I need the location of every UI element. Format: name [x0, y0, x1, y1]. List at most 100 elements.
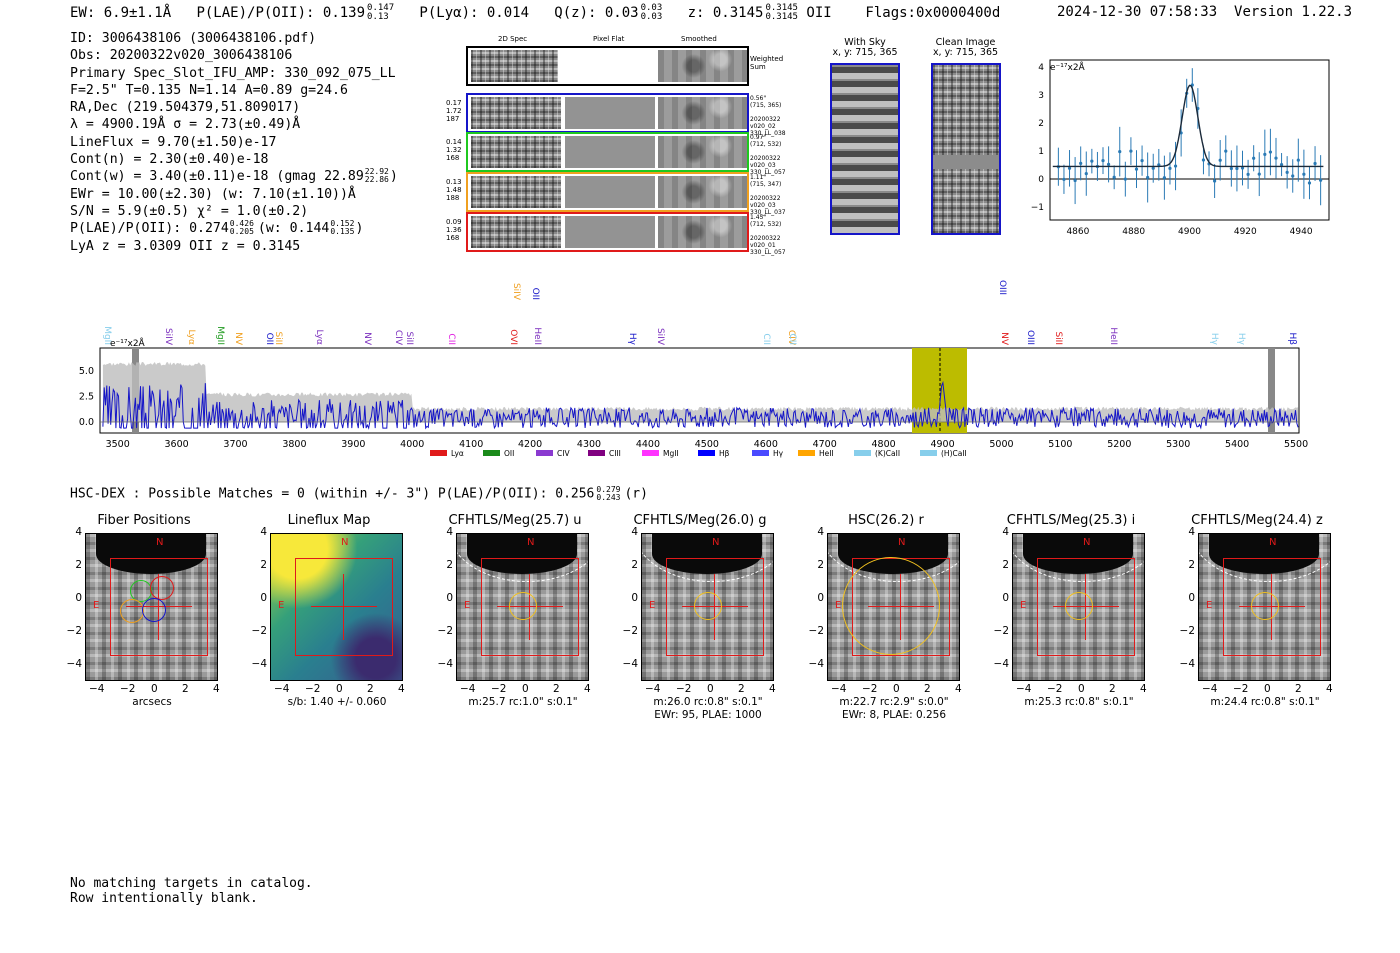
- line-label: CII: [446, 333, 456, 345]
- thumbnail-ytick: −4: [993, 658, 1009, 670]
- zoom-point: [1279, 162, 1284, 167]
- spec-row-left-label: 0.13 1.48 188: [446, 178, 462, 202]
- zoom-point: [1106, 162, 1111, 166]
- zoom-point: [1268, 150, 1273, 154]
- plae2-sub: 0.205: [229, 227, 254, 237]
- zoom-point: [1307, 181, 1312, 185]
- legend-swatch: [798, 450, 815, 456]
- plae-sub: 0.13: [367, 12, 389, 22]
- search-box: [110, 558, 208, 656]
- line-label: SiIV: [163, 328, 173, 346]
- zoom-ytick: 3: [1038, 91, 1044, 101]
- search-box: [295, 558, 393, 656]
- thumbnail-title: HSC(26.2) r: [848, 513, 924, 528]
- thumbnail-caption: s/b: 1.40 +/- 0.060: [263, 696, 411, 709]
- zoom-point: [1067, 166, 1072, 170]
- match-line: HSC-DEX : Possible Matches = 0 (within +…: [70, 486, 648, 502]
- thumbnail-xtick: −4: [645, 683, 661, 695]
- mask-right: [1268, 348, 1275, 433]
- zoom-ytick: 4: [1038, 63, 1044, 73]
- clean-title-block: Clean Image x, y: 715, 365: [928, 38, 1003, 58]
- zoom-point: [1213, 179, 1217, 183]
- zoom-point: [1246, 172, 1250, 176]
- line-label: MgII: [102, 326, 112, 345]
- zoom-point: [1079, 161, 1083, 165]
- search-box: [1037, 558, 1135, 656]
- spectrum-xtick: 3800: [282, 439, 306, 450]
- thumbnail-ytick: 0: [260, 592, 267, 604]
- spectrum-xtick: 4500: [695, 439, 719, 450]
- thumbnail-xtick: −4: [89, 683, 105, 695]
- info-sn: S/N = 5.9(±0.5) χ² = 1.0(±0.2): [70, 203, 309, 219]
- spectrum-xtick: 5500: [1284, 439, 1308, 450]
- full-spectrum: MgII SiIV Lyα MgII NV OII SiII Lyα NV CIV SiII CIIS…: [79, 280, 1309, 458]
- z-sub: 0.3145: [765, 12, 798, 22]
- spectrum-xticks: 3500 3600 3700 3800 3900 4000 4100 4200 4300 4400…: [106, 439, 1309, 450]
- east-label: E: [1020, 600, 1027, 611]
- line-label: CII: [761, 333, 771, 345]
- legend-label: OII: [504, 449, 514, 458]
- line-label: SiII: [1053, 331, 1063, 345]
- col-pixelflat: Pixel Flat: [593, 35, 625, 43]
- line-label: OII: [530, 288, 540, 300]
- thumbnail-caption-1: m:26.0 rc:0.8" s:0.1": [653, 696, 763, 708]
- thumbnail-xticks: −4 −2 0 2 4: [270, 683, 405, 695]
- line-label: Hγ: [1209, 333, 1219, 346]
- footer-line1: No matching targets in catalog.: [70, 876, 313, 891]
- spectrum-xtick: 4100: [459, 439, 483, 450]
- thumbnail-ytick: −2: [993, 625, 1009, 637]
- line-label: SiII: [273, 331, 283, 345]
- spectrum-xtick: 3500: [106, 439, 130, 450]
- thumbnail-ytick: 0: [1188, 592, 1195, 604]
- thumbnail-ytick: −4: [808, 658, 824, 670]
- plya-value: P(Lyα): 0.014: [419, 5, 529, 21]
- plae-sup: 0.147: [367, 3, 395, 13]
- zoom-point: [1224, 149, 1228, 153]
- spec-row-smooth: [658, 136, 747, 168]
- legend-label: CIII: [609, 449, 621, 458]
- thumbnail-xtick: −2: [676, 683, 692, 695]
- spec-row-flat: [565, 216, 655, 248]
- thumbnail-caption-1: m:24.4 rc:0.8" s:0.1": [1210, 696, 1320, 708]
- thumbnail-xtick: −4: [1016, 683, 1032, 695]
- zoom-point: [1118, 150, 1122, 154]
- thumbnail-xtick: 0: [707, 683, 714, 695]
- thumbnail-caption: m:25.3 rc:0.8" s:0.1": [1005, 696, 1153, 709]
- thumbnail-xticks: −4 −2 0 2 4: [641, 683, 776, 695]
- thumbnail-xtick: 2: [924, 683, 931, 695]
- thumbnail-ytick: 0: [1002, 592, 1009, 604]
- legend-swatch: [536, 450, 553, 456]
- spec-row-smooth: [658, 97, 747, 129]
- line-label: HeII: [532, 327, 542, 345]
- thumbnail-xtick: 4: [1140, 683, 1147, 695]
- thumbnail-caption-1: arcsecs: [132, 696, 172, 708]
- spectrum-xtick: 4000: [400, 439, 424, 450]
- thumbnail-ytick: −2: [808, 625, 824, 637]
- aperture-circle: [842, 557, 940, 655]
- zoom-point: [1263, 152, 1267, 156]
- fiber-blue: [142, 598, 166, 622]
- thumbnail-ytick: 4: [446, 526, 453, 538]
- spec-row-left-label: 0.14 1.32 168: [446, 138, 462, 162]
- thumbnail-title: Lineflux Map: [287, 513, 371, 528]
- thumbnail-title: CFHTLS/Meg(25.3) i: [1006, 513, 1136, 528]
- aperture-circle: [1251, 592, 1279, 620]
- info-contw: Cont(w) = 3.40(±0.11)e-18 (gmag 22.8922.…: [70, 168, 398, 185]
- thumbnail-xticks: −4 −2 0 2 4: [1198, 683, 1333, 695]
- crosshair-v: [343, 574, 345, 640]
- line-label: OII: [264, 333, 274, 345]
- thumbnail-ytick: 2: [1188, 559, 1195, 571]
- clean-image: [931, 63, 1001, 235]
- north-label: N: [527, 537, 535, 548]
- flags-value: Flags:0x0000400d: [865, 5, 1001, 21]
- zoom-point: [1090, 159, 1094, 163]
- info-plae: P(LAE)/P(OII): 0.2740.426 0.205 (w: 0.1440…: [70, 220, 398, 237]
- thumbnail-xtick: −2: [862, 683, 878, 695]
- plae-text: P(LAE)/P(OII): 0.274: [70, 221, 229, 237]
- line-label: SiIV: [511, 283, 521, 301]
- clean-coord: x, y: 715, 365: [932, 47, 999, 58]
- legend-swatch: [642, 450, 659, 456]
- plae-w-end: ): [355, 221, 364, 237]
- thumbnail-xtick: 0: [893, 683, 900, 695]
- weighted-2d: [471, 50, 558, 82]
